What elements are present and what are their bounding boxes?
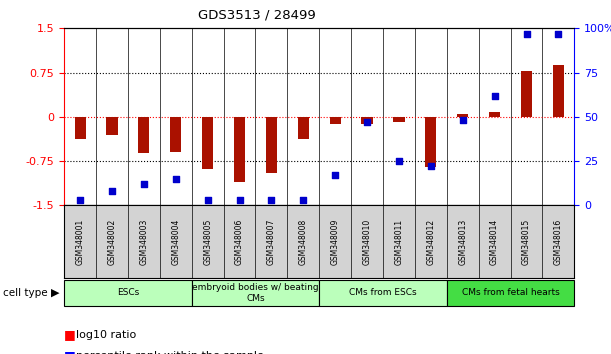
Text: cell type: cell type	[3, 288, 48, 298]
Text: GSM348004: GSM348004	[171, 218, 180, 265]
Text: GDS3513 / 28499: GDS3513 / 28499	[198, 9, 315, 22]
Point	[298, 197, 308, 203]
Bar	[457, 114, 468, 117]
Text: GSM348008: GSM348008	[299, 218, 308, 265]
Bar	[202, 117, 213, 169]
Bar	[393, 117, 404, 121]
FancyBboxPatch shape	[320, 280, 447, 306]
Bar	[521, 71, 532, 117]
Bar	[553, 65, 564, 117]
Bar	[329, 117, 341, 124]
Text: GSM348016: GSM348016	[554, 218, 563, 265]
Text: ■: ■	[64, 328, 76, 341]
Text: GSM348006: GSM348006	[235, 218, 244, 265]
Text: GSM348014: GSM348014	[490, 218, 499, 265]
Text: embryoid bodies w/ beating
CMs: embryoid bodies w/ beating CMs	[192, 283, 319, 303]
Point	[458, 118, 467, 123]
Point	[426, 164, 436, 169]
Bar	[170, 117, 181, 152]
Point	[171, 176, 181, 182]
Text: GSM348009: GSM348009	[331, 218, 340, 265]
Text: GSM348010: GSM348010	[362, 218, 371, 265]
Text: GSM348015: GSM348015	[522, 218, 531, 265]
Point	[203, 197, 213, 203]
Point	[139, 181, 148, 187]
Point	[490, 93, 500, 98]
Text: ESCs: ESCs	[117, 289, 139, 297]
Bar	[425, 117, 436, 167]
Point	[394, 158, 404, 164]
Bar	[298, 117, 309, 139]
Text: ■: ■	[64, 349, 76, 354]
Text: CMs from fetal hearts: CMs from fetal hearts	[462, 289, 560, 297]
Text: GSM348001: GSM348001	[76, 218, 84, 265]
Point	[362, 119, 372, 125]
Bar	[362, 117, 373, 124]
Bar	[489, 112, 500, 117]
Point	[331, 172, 340, 178]
Text: GSM348011: GSM348011	[395, 218, 403, 265]
Bar	[266, 117, 277, 173]
Text: log10 ratio: log10 ratio	[76, 330, 137, 339]
FancyBboxPatch shape	[447, 280, 574, 306]
Point	[75, 197, 85, 203]
FancyBboxPatch shape	[64, 280, 192, 306]
Point	[235, 197, 244, 203]
Point	[522, 31, 532, 36]
Bar	[106, 117, 117, 135]
Text: GSM348003: GSM348003	[139, 218, 148, 265]
Text: percentile rank within the sample: percentile rank within the sample	[76, 351, 264, 354]
Text: ▶: ▶	[51, 288, 60, 298]
Bar	[75, 117, 86, 139]
Text: CMs from ESCs: CMs from ESCs	[349, 289, 417, 297]
Point	[554, 31, 563, 36]
FancyBboxPatch shape	[192, 280, 320, 306]
Point	[266, 197, 276, 203]
Text: GSM348013: GSM348013	[458, 218, 467, 265]
Bar	[138, 117, 150, 153]
Bar	[234, 117, 245, 182]
Point	[107, 188, 117, 194]
Text: GSM348012: GSM348012	[426, 218, 436, 265]
Text: GSM348002: GSM348002	[108, 218, 117, 265]
Text: GSM348005: GSM348005	[203, 218, 212, 265]
Text: GSM348007: GSM348007	[267, 218, 276, 265]
